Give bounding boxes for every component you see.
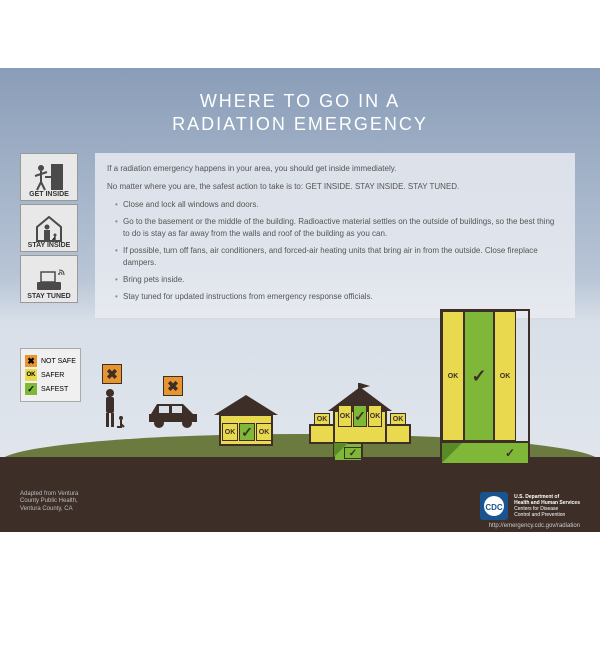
ok-badge: OK <box>390 413 406 425</box>
instructions-panel: If a radiation emergency happens in your… <box>95 153 575 318</box>
cdc-dept-text: U.S. Department of Health and Human Serv… <box>514 494 580 518</box>
check-badge: ✓ <box>464 311 494 441</box>
intro-text: If a radiation emergency happens in your… <box>107 163 563 175</box>
title-line-1: WHERE TO GO IN A <box>0 90 600 113</box>
attribution-text: Adapted from VenturaCounty Public Health… <box>20 491 78 514</box>
action-sidebar: GET INSIDE STAY INSIDE STAY TUNED <box>20 153 80 306</box>
ok-badge: OK <box>494 311 516 441</box>
person-outside: ✖ <box>100 364 126 435</box>
sidebar-label: STAY INSIDE <box>21 242 77 249</box>
stay-tuned-icon: STAY TUNED <box>20 255 78 303</box>
check-badge: ✓ <box>500 445 520 461</box>
cdc-url: http://emergency.cdc.gov/radiation <box>489 523 580 529</box>
sidebar-label: GET INSIDE <box>21 191 77 198</box>
ok-badge: OK <box>338 405 352 427</box>
get-inside-icon: GET INSIDE <box>20 153 78 201</box>
list-item: Close and lock all windows and doors. <box>115 199 563 211</box>
cdc-logo-icon: CDC <box>480 492 508 520</box>
check-badge: ✓ <box>353 405 367 427</box>
ok-badge: OK <box>256 423 272 441</box>
check-badge: ✓ <box>344 447 362 459</box>
title-line-2: RADIATION EMERGENCY <box>0 113 600 136</box>
ok-badge: OK <box>442 311 464 441</box>
list-item: Go to the basement or the middle of the … <box>115 216 563 240</box>
instruction-list: Close and lock all windows and doors. Go… <box>107 199 563 303</box>
car-outside: ✖ <box>145 376 201 435</box>
svg-text:CDC: CDC <box>485 503 503 512</box>
list-item: Bring pets inside. <box>115 274 563 286</box>
stay-inside-icon: STAY INSIDE <box>20 204 78 252</box>
cdc-branding: CDC U.S. Department of Health and Human … <box>480 492 580 520</box>
buildings-scene: ✖ ✖ OK ✓ OK OK OK OK ✓ OK ✓ OK ✓ OK ✓ <box>0 297 600 477</box>
main-title: WHERE TO GO IN A RADIATION EMERGENCY <box>0 68 600 137</box>
x-icon: ✖ <box>163 376 183 396</box>
ok-badge: OK <box>368 405 382 427</box>
ok-badge: OK <box>222 423 238 441</box>
x-icon: ✖ <box>102 364 122 384</box>
list-item: If possible, turn off fans, air conditio… <box>115 245 563 269</box>
infographic-poster: WHERE TO GO IN A RADIATION EMERGENCY GET… <box>0 68 600 532</box>
check-badge: ✓ <box>239 423 255 441</box>
ok-badge: OK <box>314 413 330 425</box>
intro-text: No matter where you are, the safest acti… <box>107 181 563 193</box>
